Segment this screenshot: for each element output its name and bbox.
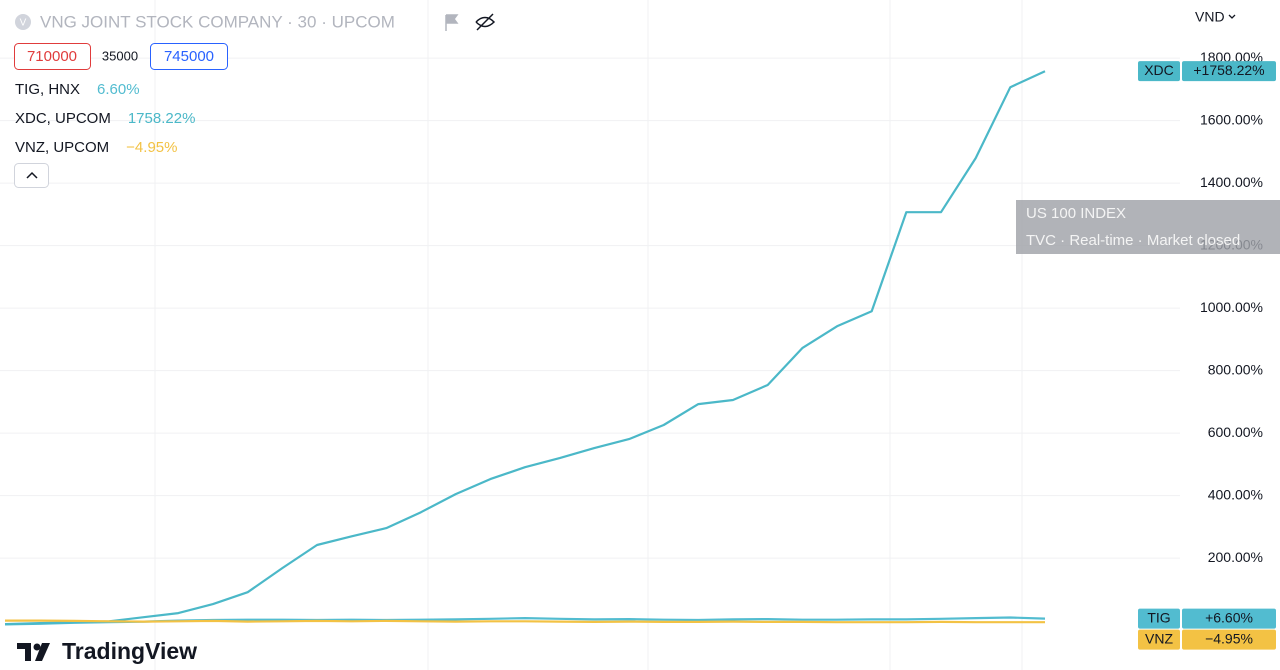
price-tag-ticker-bg bbox=[1138, 608, 1180, 629]
symbol-icon bbox=[15, 14, 31, 30]
bid-button[interactable] bbox=[14, 43, 91, 70]
price-tag-ticker-bg bbox=[1138, 629, 1180, 650]
y-tick-label: 800.00% bbox=[1208, 361, 1263, 377]
y-tick-label: 1600.00% bbox=[1200, 111, 1263, 127]
legend-value: 6.60% bbox=[97, 81, 140, 98]
y-tick-label: 400.00% bbox=[1208, 486, 1263, 502]
collapse-caret bbox=[26, 171, 38, 179]
legend: TIG, HNX 6.60% XDC, UPCOM 1758.22% VNZ, UPCO… bbox=[15, 81, 195, 156]
price-tag-ticker: XDC bbox=[1144, 62, 1174, 78]
price-tag-bg bbox=[1182, 629, 1276, 650]
bid[interactable]: 710000 bbox=[27, 48, 77, 65]
brand-logo bbox=[17, 643, 50, 661]
ask-button[interactable] bbox=[150, 43, 228, 70]
price-tag-bg bbox=[1182, 608, 1276, 629]
price-tag-ticker: VNZ bbox=[1145, 630, 1173, 646]
tooltip-title: US 100 INDEX bbox=[1026, 205, 1126, 222]
price-tag-ticker: TIG bbox=[1147, 609, 1170, 625]
legend-name: TIG, HNX bbox=[15, 81, 80, 98]
price-tag-ticker-bg bbox=[1138, 61, 1180, 82]
hide-icon[interactable] bbox=[475, 13, 496, 31]
logo-dot bbox=[33, 643, 41, 651]
brand-name: TradingView bbox=[62, 638, 197, 664]
collapse-button[interactable] bbox=[14, 163, 49, 188]
y-axis: 200.00%400.00%600.00%800.00%1000.00%1200… bbox=[1138, 49, 1276, 650]
spread: 35000 bbox=[102, 48, 138, 63]
grid bbox=[154, 0, 1023, 670]
currency[interactable]: VND bbox=[1195, 9, 1225, 25]
ask[interactable]: 745000 bbox=[164, 48, 214, 65]
tooltip-bg bbox=[1016, 200, 1280, 254]
legend-value: 1758.22% bbox=[128, 110, 196, 127]
price-tag-label: +1758.22% bbox=[1193, 62, 1264, 78]
y-tick-label: 200.00% bbox=[1208, 549, 1263, 565]
price-tag-label: −4.95% bbox=[1205, 630, 1253, 646]
price-tag-label: +6.60% bbox=[1205, 609, 1253, 625]
flag-icon[interactable] bbox=[445, 14, 459, 31]
tooltip-subtitle: TVC · Real-time · Market closed bbox=[1026, 232, 1240, 249]
y-tick-label: 1800.00% bbox=[1200, 49, 1263, 65]
series-line bbox=[5, 619, 1045, 624]
symbol-icon-letter: V bbox=[20, 18, 27, 29]
legend-name: VNZ, UPCOM bbox=[15, 139, 109, 156]
legend-value: −4.95% bbox=[126, 139, 177, 156]
logo-t bbox=[17, 643, 31, 661]
plot bbox=[0, 57, 1180, 626]
logo-v bbox=[35, 643, 50, 661]
y-tick-label: 1400.00% bbox=[1200, 174, 1263, 190]
tooltip: US 100 INDEX TVC · Real-time · Market cl… bbox=[1016, 200, 1280, 254]
y-tick-label: 600.00% bbox=[1208, 424, 1263, 440]
currency-caret bbox=[1228, 14, 1236, 19]
symbol-title: VNG JOINT STOCK COMPANY · 30 · UPCOM bbox=[40, 12, 395, 31]
legend-name: XDC, UPCOM bbox=[15, 110, 111, 127]
price-tag-bg bbox=[1182, 61, 1276, 82]
series-line bbox=[4, 70, 1046, 626]
y-tick-label: 1000.00% bbox=[1200, 299, 1263, 315]
eye-slash bbox=[476, 13, 494, 31]
